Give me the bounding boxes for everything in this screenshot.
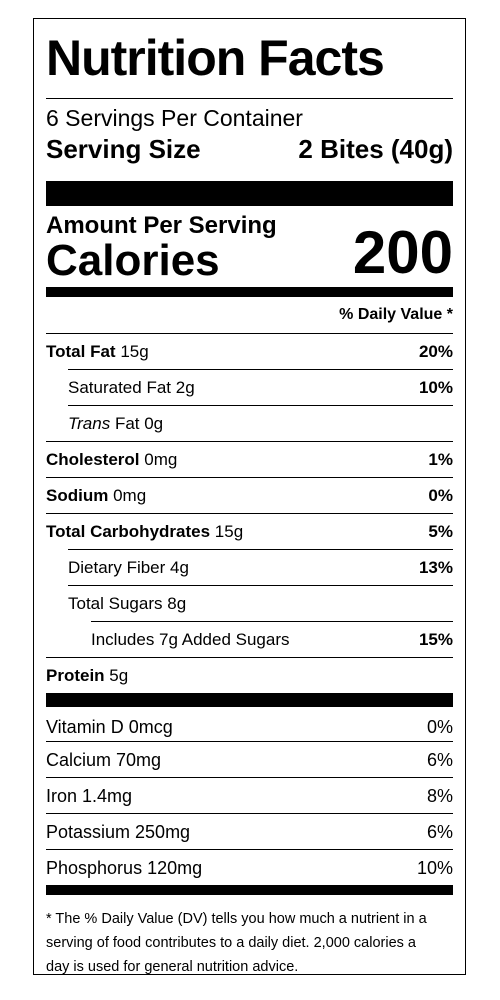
nutrient-name: Total Fat 15g — [46, 342, 149, 361]
footnote-line: * The % Daily Value (DV) tells you how m… — [46, 911, 427, 927]
vitamin-dv: 6% — [426, 822, 453, 842]
nutrient-name: Dietary Fiber 4g — [68, 558, 189, 577]
nutrient-dv: 0% — [428, 486, 453, 505]
footnote-line: day is used for general nutrition advice… — [46, 959, 299, 975]
nutrient-dv: 10% — [418, 378, 453, 397]
vitamin-row-phosphorus: Phosphorus 120mg 10% — [46, 849, 453, 885]
nutrient-dv: 5% — [428, 522, 453, 541]
nutrient-name: Total Carbohydrates 15g — [46, 522, 244, 541]
daily-value-footnote: * The % Daily Value (DV) tells you how m… — [46, 907, 453, 979]
vitamin-row-calcium: Calcium 70mg 6% — [46, 741, 453, 777]
daily-value-header: % Daily Value * — [339, 306, 453, 323]
title-divider — [46, 98, 453, 99]
nutrient-name: Cholesterol 0mg — [46, 450, 178, 469]
nutrient-row-protein: Protein 5g — [46, 657, 453, 693]
vitamin-name: Vitamin D 0mcg — [46, 717, 173, 737]
vitamin-row-potassium: Potassium 250mg 6% — [46, 813, 453, 849]
nutrition-facts-label: Nutrition Facts 6 Servings Per Container… — [33, 18, 466, 975]
nutrient-dv: 13% — [418, 558, 453, 577]
serving-size-label: Serving Size — [46, 134, 201, 164]
vitamin-dv: 8% — [426, 786, 453, 806]
serving-size-value: 2 Bites (40g) — [298, 134, 453, 164]
label-title: Nutrition Facts — [46, 30, 385, 86]
vitamin-name: Phosphorus 120mg — [46, 858, 203, 878]
nutrient-name: Total Sugars 8g — [68, 594, 187, 613]
calories-label: Calories — [46, 236, 220, 285]
vitamin-name: Iron 1.4mg — [46, 786, 133, 806]
calories-divider — [46, 287, 453, 297]
amount-per-serving: Amount Per Serving — [46, 212, 277, 239]
nutrient-name: Protein 5g — [46, 666, 129, 685]
nutrient-dv: 20% — [418, 342, 453, 361]
nutrient-dv: 15% — [418, 630, 453, 649]
thick-divider-footnote — [46, 885, 453, 895]
nutrient-dv: 1% — [428, 450, 453, 469]
nutrient-row-trans-fat: Trans Fat 0g — [68, 405, 453, 441]
thick-divider-vitamins — [46, 693, 453, 707]
nutrient-name: Includes 7g Added Sugars — [91, 630, 290, 649]
calories-value: 200 — [352, 219, 453, 286]
vitamin-dv: 6% — [426, 750, 453, 770]
vitamin-dv: 10% — [416, 858, 453, 878]
vitamin-row-iron: Iron 1.4mg 8% — [46, 777, 453, 813]
nutrient-row-sodium: Sodium 0mg 0% — [46, 477, 453, 513]
nutrient-row-total-fat: Total Fat 15g 20% — [46, 333, 453, 369]
vitamin-name: Calcium 70mg — [46, 750, 162, 770]
nutrient-row-total-carbohydrates: Total Carbohydrates 15g 5% — [46, 513, 453, 549]
nutrient-row-total-sugars: Total Sugars 8g — [68, 585, 453, 621]
nutrient-row-added-sugars: Includes 7g Added Sugars 15% — [91, 621, 453, 657]
nutrient-row-cholesterol: Cholesterol 0mg 1% — [46, 441, 453, 477]
nutrient-name: Saturated Fat 2g — [68, 378, 195, 397]
footnote-line: serving of food contributes to a daily d… — [46, 935, 416, 951]
nutrient-name: Sodium 0mg — [46, 486, 147, 505]
nutrient-row-dietary-fiber: Dietary Fiber 4g 13% — [68, 549, 453, 585]
servings-per-container: 6 Servings Per Container — [46, 105, 303, 131]
vitamin-row-vitamin-d: Vitamin D 0mcg 0% — [46, 707, 453, 743]
vitamin-dv: 0% — [426, 717, 453, 737]
thick-divider-top — [46, 181, 453, 206]
nutrient-row-saturated-fat: Saturated Fat 2g 10% — [68, 369, 453, 405]
nutrient-name: Trans Fat 0g — [68, 414, 164, 433]
vitamin-name: Potassium 250mg — [46, 822, 191, 842]
